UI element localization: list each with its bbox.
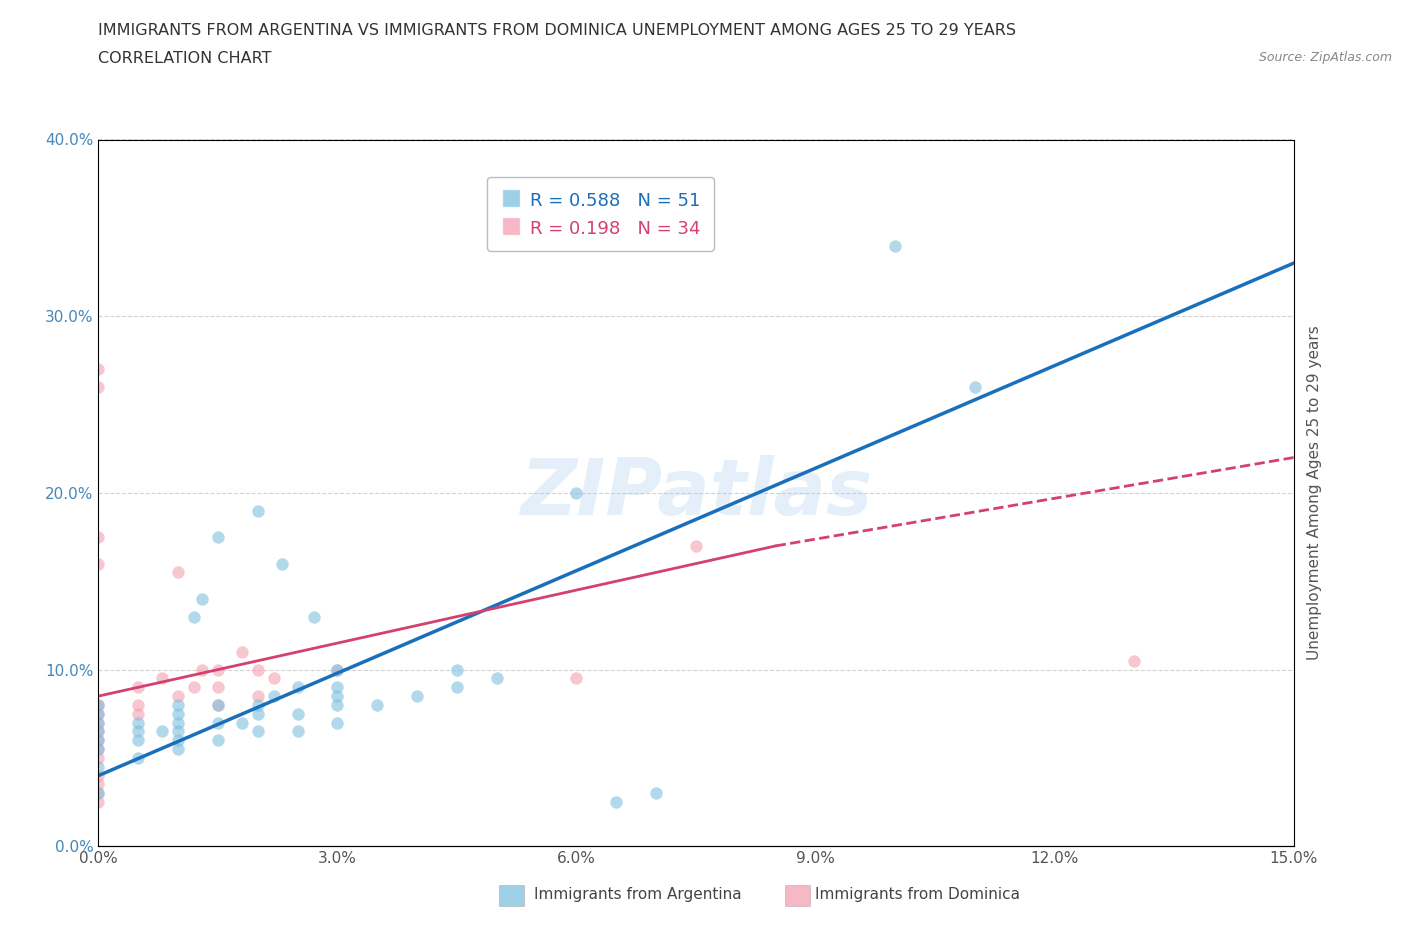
Point [87, 777, 110, 792]
Point [191, 591, 214, 606]
Point [366, 698, 388, 712]
Point [565, 671, 588, 686]
Point [263, 671, 285, 686]
Point [167, 707, 190, 722]
Point [246, 662, 269, 677]
Point [87, 768, 110, 783]
Point [446, 680, 468, 695]
Text: Immigrants from Dominica: Immigrants from Dominica [815, 887, 1021, 902]
Point [87, 715, 110, 730]
Point [645, 786, 668, 801]
Point [183, 680, 205, 695]
Point [87, 556, 110, 571]
Point [87, 742, 110, 757]
Point [246, 724, 269, 738]
Point [326, 680, 349, 695]
Point [263, 688, 285, 704]
Text: ZIPatlas: ZIPatlas [520, 455, 872, 531]
Point [326, 662, 349, 677]
Point [207, 530, 229, 545]
Point [127, 733, 149, 748]
Point [406, 688, 429, 704]
Point [87, 724, 110, 738]
Point [167, 565, 190, 580]
Point [87, 751, 110, 765]
Point [302, 609, 325, 624]
Point [287, 680, 309, 695]
Point [167, 688, 190, 704]
Point [207, 698, 229, 712]
Point [87, 733, 110, 748]
Y-axis label: Unemployment Among Ages 25 to 29 years: Unemployment Among Ages 25 to 29 years [1308, 326, 1323, 660]
Point [167, 698, 190, 712]
Point [207, 662, 229, 677]
Point [326, 688, 349, 704]
Point [191, 662, 214, 677]
Point [127, 698, 149, 712]
Text: Immigrants from Argentina: Immigrants from Argentina [534, 887, 742, 902]
Point [167, 742, 190, 757]
Point [326, 662, 349, 677]
Point [87, 759, 110, 774]
Point [150, 671, 173, 686]
Point [87, 707, 110, 722]
Point [270, 556, 292, 571]
Point [87, 379, 110, 394]
Point [207, 715, 229, 730]
Point [207, 680, 229, 695]
Point [326, 698, 349, 712]
Point [605, 794, 627, 809]
Point [287, 724, 309, 738]
Point [87, 724, 110, 738]
Text: Source: ZipAtlas.com: Source: ZipAtlas.com [1258, 51, 1392, 64]
Point [326, 715, 349, 730]
Point [167, 724, 190, 738]
Point [87, 530, 110, 545]
Point [150, 724, 173, 738]
Point [127, 724, 149, 738]
Legend: R = 0.588   N = 51, R = 0.198   N = 34: R = 0.588 N = 51, R = 0.198 N = 34 [486, 177, 714, 251]
Point [485, 671, 508, 686]
Point [246, 707, 269, 722]
Point [565, 485, 588, 500]
Point [246, 698, 269, 712]
Point [87, 742, 110, 757]
Point [87, 698, 110, 712]
Point [246, 688, 269, 704]
Point [127, 751, 149, 765]
Point [207, 698, 229, 712]
Point [167, 733, 190, 748]
Point [127, 715, 149, 730]
Point [167, 715, 190, 730]
Point [287, 707, 309, 722]
Point [87, 707, 110, 722]
Point [884, 238, 907, 253]
Point [87, 733, 110, 748]
Point [685, 538, 707, 553]
Point [231, 644, 253, 659]
Point [127, 680, 149, 695]
Point [963, 379, 986, 394]
Point [87, 786, 110, 801]
Text: IMMIGRANTS FROM ARGENTINA VS IMMIGRANTS FROM DOMINICA UNEMPLOYMENT AMONG AGES 25: IMMIGRANTS FROM ARGENTINA VS IMMIGRANTS … [98, 23, 1017, 38]
Point [1123, 653, 1146, 668]
Point [231, 715, 253, 730]
Point [87, 362, 110, 377]
Point [446, 662, 468, 677]
Point [207, 733, 229, 748]
Point [127, 707, 149, 722]
Point [246, 503, 269, 518]
Point [87, 698, 110, 712]
Point [183, 609, 205, 624]
Point [87, 715, 110, 730]
Point [87, 786, 110, 801]
Text: CORRELATION CHART: CORRELATION CHART [98, 51, 271, 66]
Point [87, 794, 110, 809]
